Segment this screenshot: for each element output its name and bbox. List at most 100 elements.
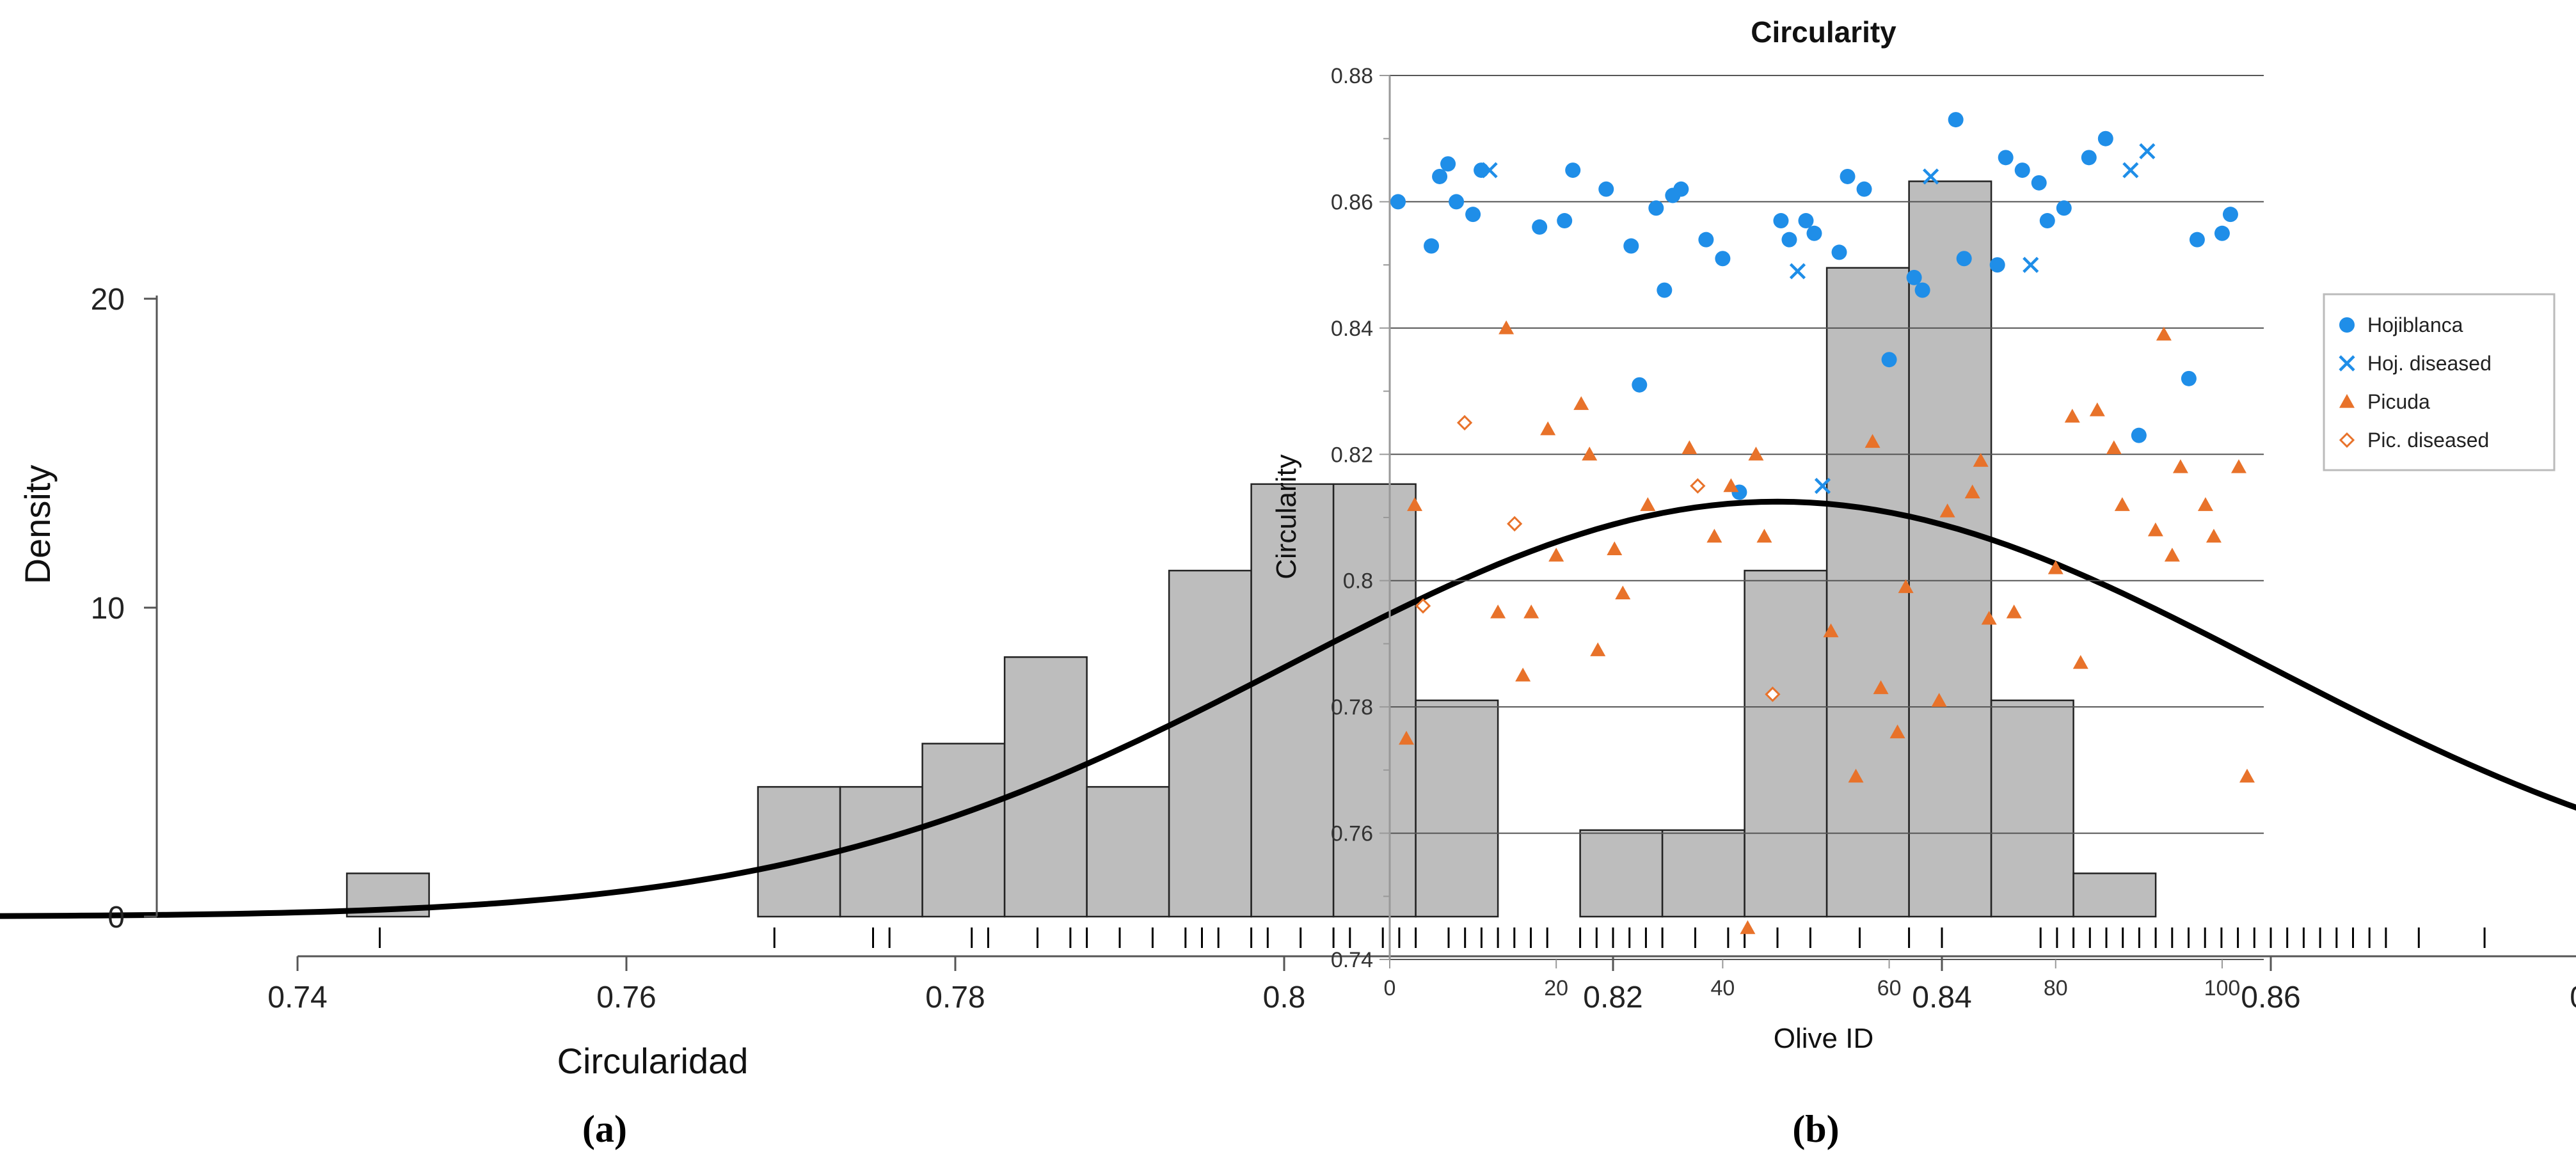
legend-box [2323, 293, 2556, 471]
histogram-bar [1168, 569, 1252, 918]
hojiblanca-point [1914, 282, 1930, 298]
histogram-bar [839, 785, 923, 918]
scatter-gridlines [1383, 75, 2264, 960]
picuda-point [1499, 320, 1515, 335]
hojiblanca-point [2131, 427, 2147, 443]
hojiblanca-point [1773, 213, 1789, 229]
legend-label: Picuda [2367, 390, 2430, 413]
picuda-point [1723, 478, 1739, 493]
picuda-point [1706, 528, 1722, 543]
histogram-y-ticks: 0 10 20 [91, 283, 157, 935]
panel-label-b: (b) [1792, 1108, 1839, 1150]
hojiblanca-point [1623, 238, 1639, 254]
hoj-diseased-point [2139, 143, 2156, 160]
picuda-point [2147, 522, 2163, 537]
legend-label: Hoj. diseased [2367, 352, 2492, 375]
hojiblanca-point [2181, 370, 2197, 386]
scatter-x-ticks: 0 20 40 60 80 100 [1384, 959, 2240, 1000]
hojiblanca-point [1806, 225, 1822, 241]
picuda-point [1582, 446, 1598, 461]
picuda-point [1573, 396, 1589, 410]
scatter-title: Circularity [1751, 15, 1896, 49]
hojiblanca-point [1998, 150, 2014, 166]
picuda-point [2114, 497, 2130, 511]
hojiblanca-point [1781, 232, 1797, 248]
hojiblanca-point [1798, 213, 1814, 229]
scatter-y-ticks: 0.74 0.76 0.78 0.8 0.82 0.84 0.86 0.88 [1331, 64, 1390, 972]
y-tick-label: 0.78 [1331, 695, 1373, 720]
hojiblanca-point [1831, 244, 1847, 260]
picuda-point [2206, 528, 2222, 543]
y-tick-label: 0.84 [1331, 317, 1373, 341]
picuda-point [1964, 484, 1980, 499]
picuda-point [1590, 642, 1606, 656]
pic-diseased-point [1456, 414, 1473, 431]
scatter-x-label: Olive ID [1774, 1023, 1873, 1054]
x-tick-label: 0 [1384, 976, 1396, 1000]
picuda-point [1407, 497, 1423, 511]
hojiblanca-point [1440, 156, 1456, 172]
hojiblanca-point [2031, 175, 2047, 191]
x-tick-label: 0.88 [2570, 981, 2576, 1014]
x-tick-label: 40 [1710, 976, 1735, 1000]
hojiblanca-point [1598, 181, 1614, 197]
picuda-point [1548, 548, 1564, 562]
hojiblanca-point [1840, 168, 1856, 184]
picuda-point [1640, 497, 1656, 511]
picuda-point [2164, 548, 2180, 562]
legend-label: Pic. diseased [2367, 429, 2489, 452]
picuda-point [2172, 459, 2188, 473]
hojiblanca-point [2189, 232, 2205, 248]
hojiblanca-point [1565, 162, 1581, 178]
picuda-point [1615, 585, 1631, 600]
histogram-bar [1332, 483, 1417, 918]
histogram-bar [2072, 872, 2157, 918]
x-tick-label: 60 [1877, 976, 1902, 1000]
picuda-point [1540, 421, 1556, 436]
histogram-bar [1003, 656, 1088, 918]
histogram-rug [379, 927, 2486, 948]
hojiblanca-point [1424, 238, 1440, 254]
picuda-point [1682, 440, 1697, 455]
y-tick-label: 0.88 [1331, 64, 1373, 88]
hojiblanca-point [1906, 269, 1922, 285]
legend-marker [2339, 432, 2355, 448]
histogram-bar [1086, 785, 1170, 918]
picuda-point [2064, 409, 2080, 423]
hoj-diseased-point [1789, 263, 1806, 280]
hojiblanca-point [1989, 257, 2005, 273]
x-tick-label: 80 [2044, 976, 2068, 1000]
hojiblanca-point [2222, 207, 2238, 223]
histogram-bar [1744, 569, 1828, 918]
normal-fit-curve [0, 498, 2576, 919]
y-tick-label: 0.76 [1331, 822, 1373, 846]
hojiblanca-point [1956, 251, 1972, 267]
histogram-bars [346, 180, 2157, 918]
picuda-point [1939, 503, 1955, 517]
picuda-point [1864, 434, 1880, 448]
histogram-bar [1415, 699, 1499, 918]
hoj-diseased-point [2023, 256, 2039, 273]
pic-diseased-point [1690, 478, 1706, 494]
hojiblanca-point [1856, 181, 1872, 197]
picuda-point [2230, 459, 2246, 473]
hojiblanca-point [1673, 181, 1689, 197]
picuda-point [2072, 655, 2088, 669]
picuda-point [2047, 560, 2063, 574]
hojiblanca-point [1449, 194, 1465, 210]
x-tick-label: 0.8 [1263, 981, 1306, 1014]
picuda-point [1823, 623, 1839, 638]
hojiblanca-point [2014, 162, 2030, 178]
y-tick-label: 0.8 [1343, 569, 1373, 594]
hojiblanca-point [2081, 150, 2097, 166]
picuda-point [2106, 440, 2122, 455]
pic-diseased-point [1765, 686, 1781, 702]
histogram-x-label: Circularidad [557, 1041, 749, 1081]
x-tick-label: 0.76 [596, 981, 656, 1014]
histogram-bar [921, 743, 1006, 918]
histogram-bar [1825, 267, 1910, 918]
hojiblanca-point [1657, 282, 1673, 298]
picuda-point [1515, 667, 1531, 682]
